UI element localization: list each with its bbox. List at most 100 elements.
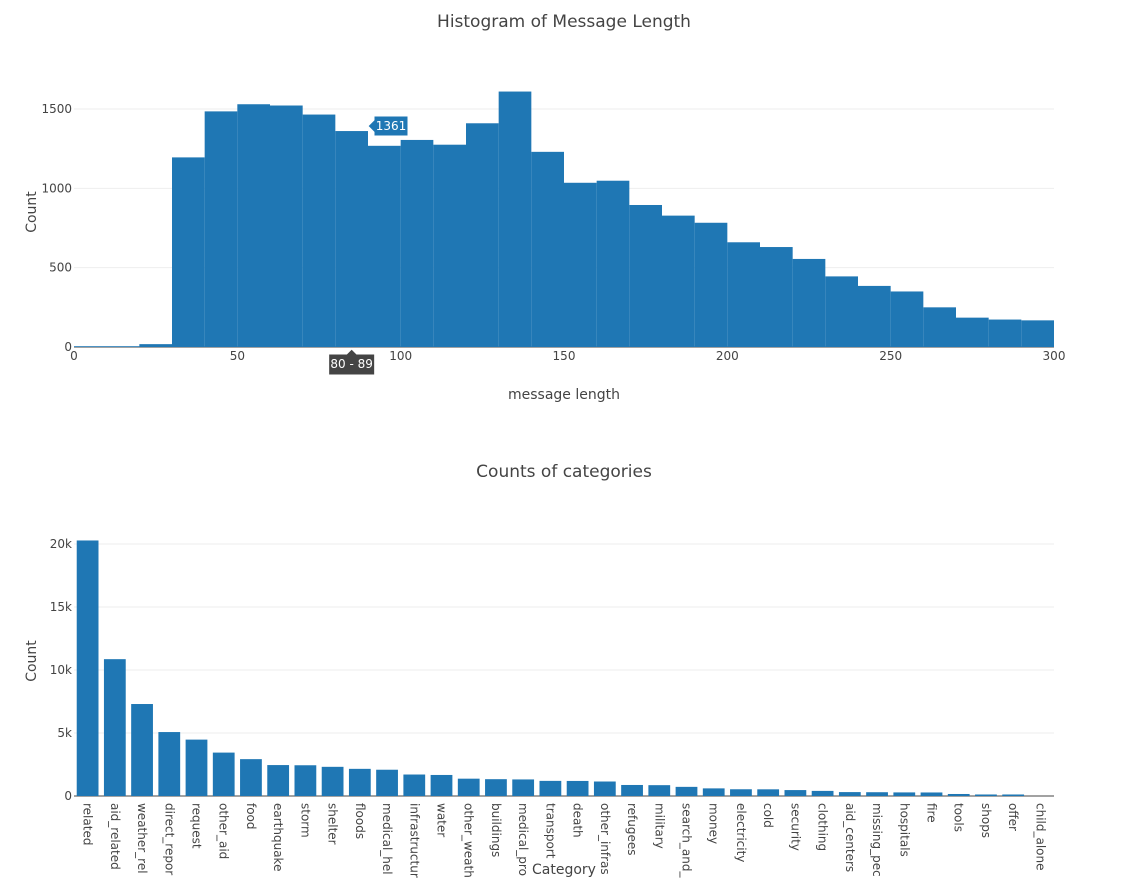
category-bar[interactable] [702,788,725,796]
category-bar[interactable] [539,780,562,796]
hover-x-box [328,348,376,376]
category-x-tick-label: shelter [326,803,340,845]
histogram-bar[interactable] [956,317,989,347]
category-bar[interactable] [76,540,99,796]
category-bar[interactable] [512,779,535,796]
histogram-bar[interactable] [237,104,270,348]
category-bar[interactable] [294,765,317,796]
histogram-bar[interactable] [498,91,532,348]
category-bar[interactable] [321,766,344,796]
category-x-tick-label: storm [298,803,312,838]
category-bar[interactable] [621,784,643,796]
histogram-bar[interactable] [172,157,205,347]
category-y-tick-label: 15k [50,600,72,614]
category-bar[interactable] [757,789,780,796]
histogram-bar[interactable] [74,346,107,347]
category-bar[interactable] [131,704,153,796]
category-bar[interactable] [920,792,943,796]
histogram-x-tick-label: 250 [879,349,902,363]
category-x-tick-label: child_alone [1033,803,1047,871]
histogram-x-tick-label: 200 [716,349,739,363]
category-bar[interactable] [103,659,126,796]
histogram-bar[interactable] [531,151,564,347]
histogram-bar[interactable] [139,344,172,347]
category-y-axis-title: Count [24,640,40,682]
histogram-bar[interactable] [662,215,695,347]
histogram-y-tick-label: 500 [49,261,72,275]
category-bar[interactable] [240,759,262,796]
histogram-bar[interactable] [466,123,499,347]
category-y-tick-label: 10k [50,663,72,677]
category-bar[interactable] [675,786,698,796]
histogram-bar[interactable] [564,182,597,347]
histogram-bar[interactable] [923,307,956,347]
histogram-hover-tooltip: 1361 80 - 89 [328,115,409,376]
category-bar[interactable] [403,774,426,796]
histogram-y-tick-label: 0 [64,340,72,354]
histogram-bar[interactable] [988,319,1022,347]
histogram-bar[interactable] [1021,320,1054,347]
category-x-tick-label: fire [925,803,939,823]
category-bar[interactable] [485,779,507,796]
category-bar[interactable] [838,792,861,796]
histogram-y-axis-title: Count [24,191,40,233]
category-bar[interactable] [376,769,398,796]
category-bar[interactable] [430,774,453,796]
category-bar[interactable] [348,768,371,796]
histogram-bar[interactable] [792,258,826,347]
category-x-ticks: related aid_related weather_rel direct_repo… [81,803,1048,878]
histogram-x-tick-label: 100 [389,349,412,363]
histogram-bar[interactable] [433,144,466,347]
category-bar[interactable] [947,793,970,796]
histogram-bar[interactable] [727,242,760,347]
histogram-bar[interactable] [204,111,238,347]
hover-value-box [367,115,409,137]
category-x-tick-label: search_and_ [680,803,694,878]
category-bar[interactable] [185,739,208,796]
histogram-bar[interactable] [400,139,434,347]
category-x-tick-label: refugees [625,803,639,856]
category-bar[interactable] [975,794,997,796]
histogram-bar[interactable] [368,145,401,347]
histogram-bar[interactable] [825,276,858,347]
category-bar[interactable] [593,781,616,796]
histogram-bar[interactable] [106,346,140,347]
category-gridlines [74,543,1054,797]
category-bar[interactable] [566,780,589,796]
histogram-bar[interactable] [694,222,728,347]
category-bar[interactable] [730,789,752,796]
histogram-bar[interactable] [596,180,630,347]
category-bar[interactable] [158,732,181,796]
category-bar[interactable] [457,778,480,796]
category-bars [76,540,1025,796]
category-bar[interactable] [1002,794,1025,796]
histogram-bar[interactable] [629,204,662,347]
histogram-bar[interactable] [858,285,891,347]
category-bar[interactable] [267,765,290,796]
category-bar[interactable] [866,792,888,796]
category-x-tick-label: earthquake [271,803,285,871]
histogram-y-tick-label: 1000 [41,181,72,195]
category-bar[interactable] [212,752,235,796]
histogram-bar[interactable] [302,114,336,347]
histogram-bar[interactable] [270,105,303,347]
category-x-tick-label: tools [952,803,966,832]
category-bar[interactable] [811,790,834,796]
histogram-bar[interactable] [760,247,793,347]
category-bar[interactable] [648,785,671,796]
category-bar[interactable] [893,792,916,796]
hover-x-text: 80 - 89 [330,357,373,371]
category-x-tick-label: clothing [816,803,830,851]
histogram-y-tick-label: 1500 [41,102,72,116]
category-x-tick-label: medical_hel [380,803,394,875]
category-x-tick-label: water [435,803,449,837]
histogram-bar[interactable] [335,131,368,347]
histogram-bar[interactable] [890,291,924,347]
category-bar[interactable] [784,790,807,796]
category-x-tick-label: hospitals [897,803,911,857]
hover-x-label: 80 - 89 [328,348,376,376]
category-x-tick-label: transport [543,803,557,859]
category-x-tick-label: death [571,803,585,838]
category-x-tick-label: buildings [489,803,503,857]
